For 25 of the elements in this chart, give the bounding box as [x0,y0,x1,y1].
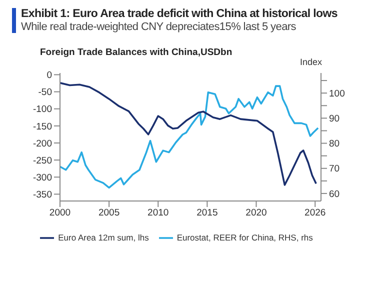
x-tick-label: 2005 [98,208,120,219]
y2-tick-label: 70 [329,164,340,175]
legend-label: Euro Area 12m sum, lhs [58,232,149,242]
y2-tick-label: 100 [329,88,345,100]
y2-axis-title: Index [300,57,322,67]
y-tick-label: -300 [32,172,52,184]
y-tick-label: -250 [32,155,52,166]
y-tick-label: -200 [32,138,52,150]
x-tick-label: 2015 [196,208,218,219]
chart-subtitle: While real trade-weighted CNY depreciates15% last 5 years [21,21,297,33]
x-tick-label: 2020 [246,208,267,219]
y-tick-label: -50 [38,87,52,98]
y2-tick-label: 60 [329,188,340,200]
x-tick-label: 2000 [49,208,71,219]
x-tick-label: 2026 [304,208,326,219]
y2-tick-label: 90 [329,114,340,125]
legend-label: Eurostat, REER for China, RHS, rhs [176,232,313,242]
y2-tick-label: 80 [329,138,340,150]
y-tick-label: -150 [32,121,52,132]
chart-title: Exhibit 1: Euro Area trade deficit with China at historical lows [21,8,338,20]
y-tick-label: 0 [46,70,52,82]
y-tick-label: -350 [32,190,52,201]
y-axis-title: Foreign Trade Balances with China,USDbn [40,47,232,58]
x-tick-label: 2010 [148,208,169,219]
y-tick-label: -100 [32,104,52,116]
